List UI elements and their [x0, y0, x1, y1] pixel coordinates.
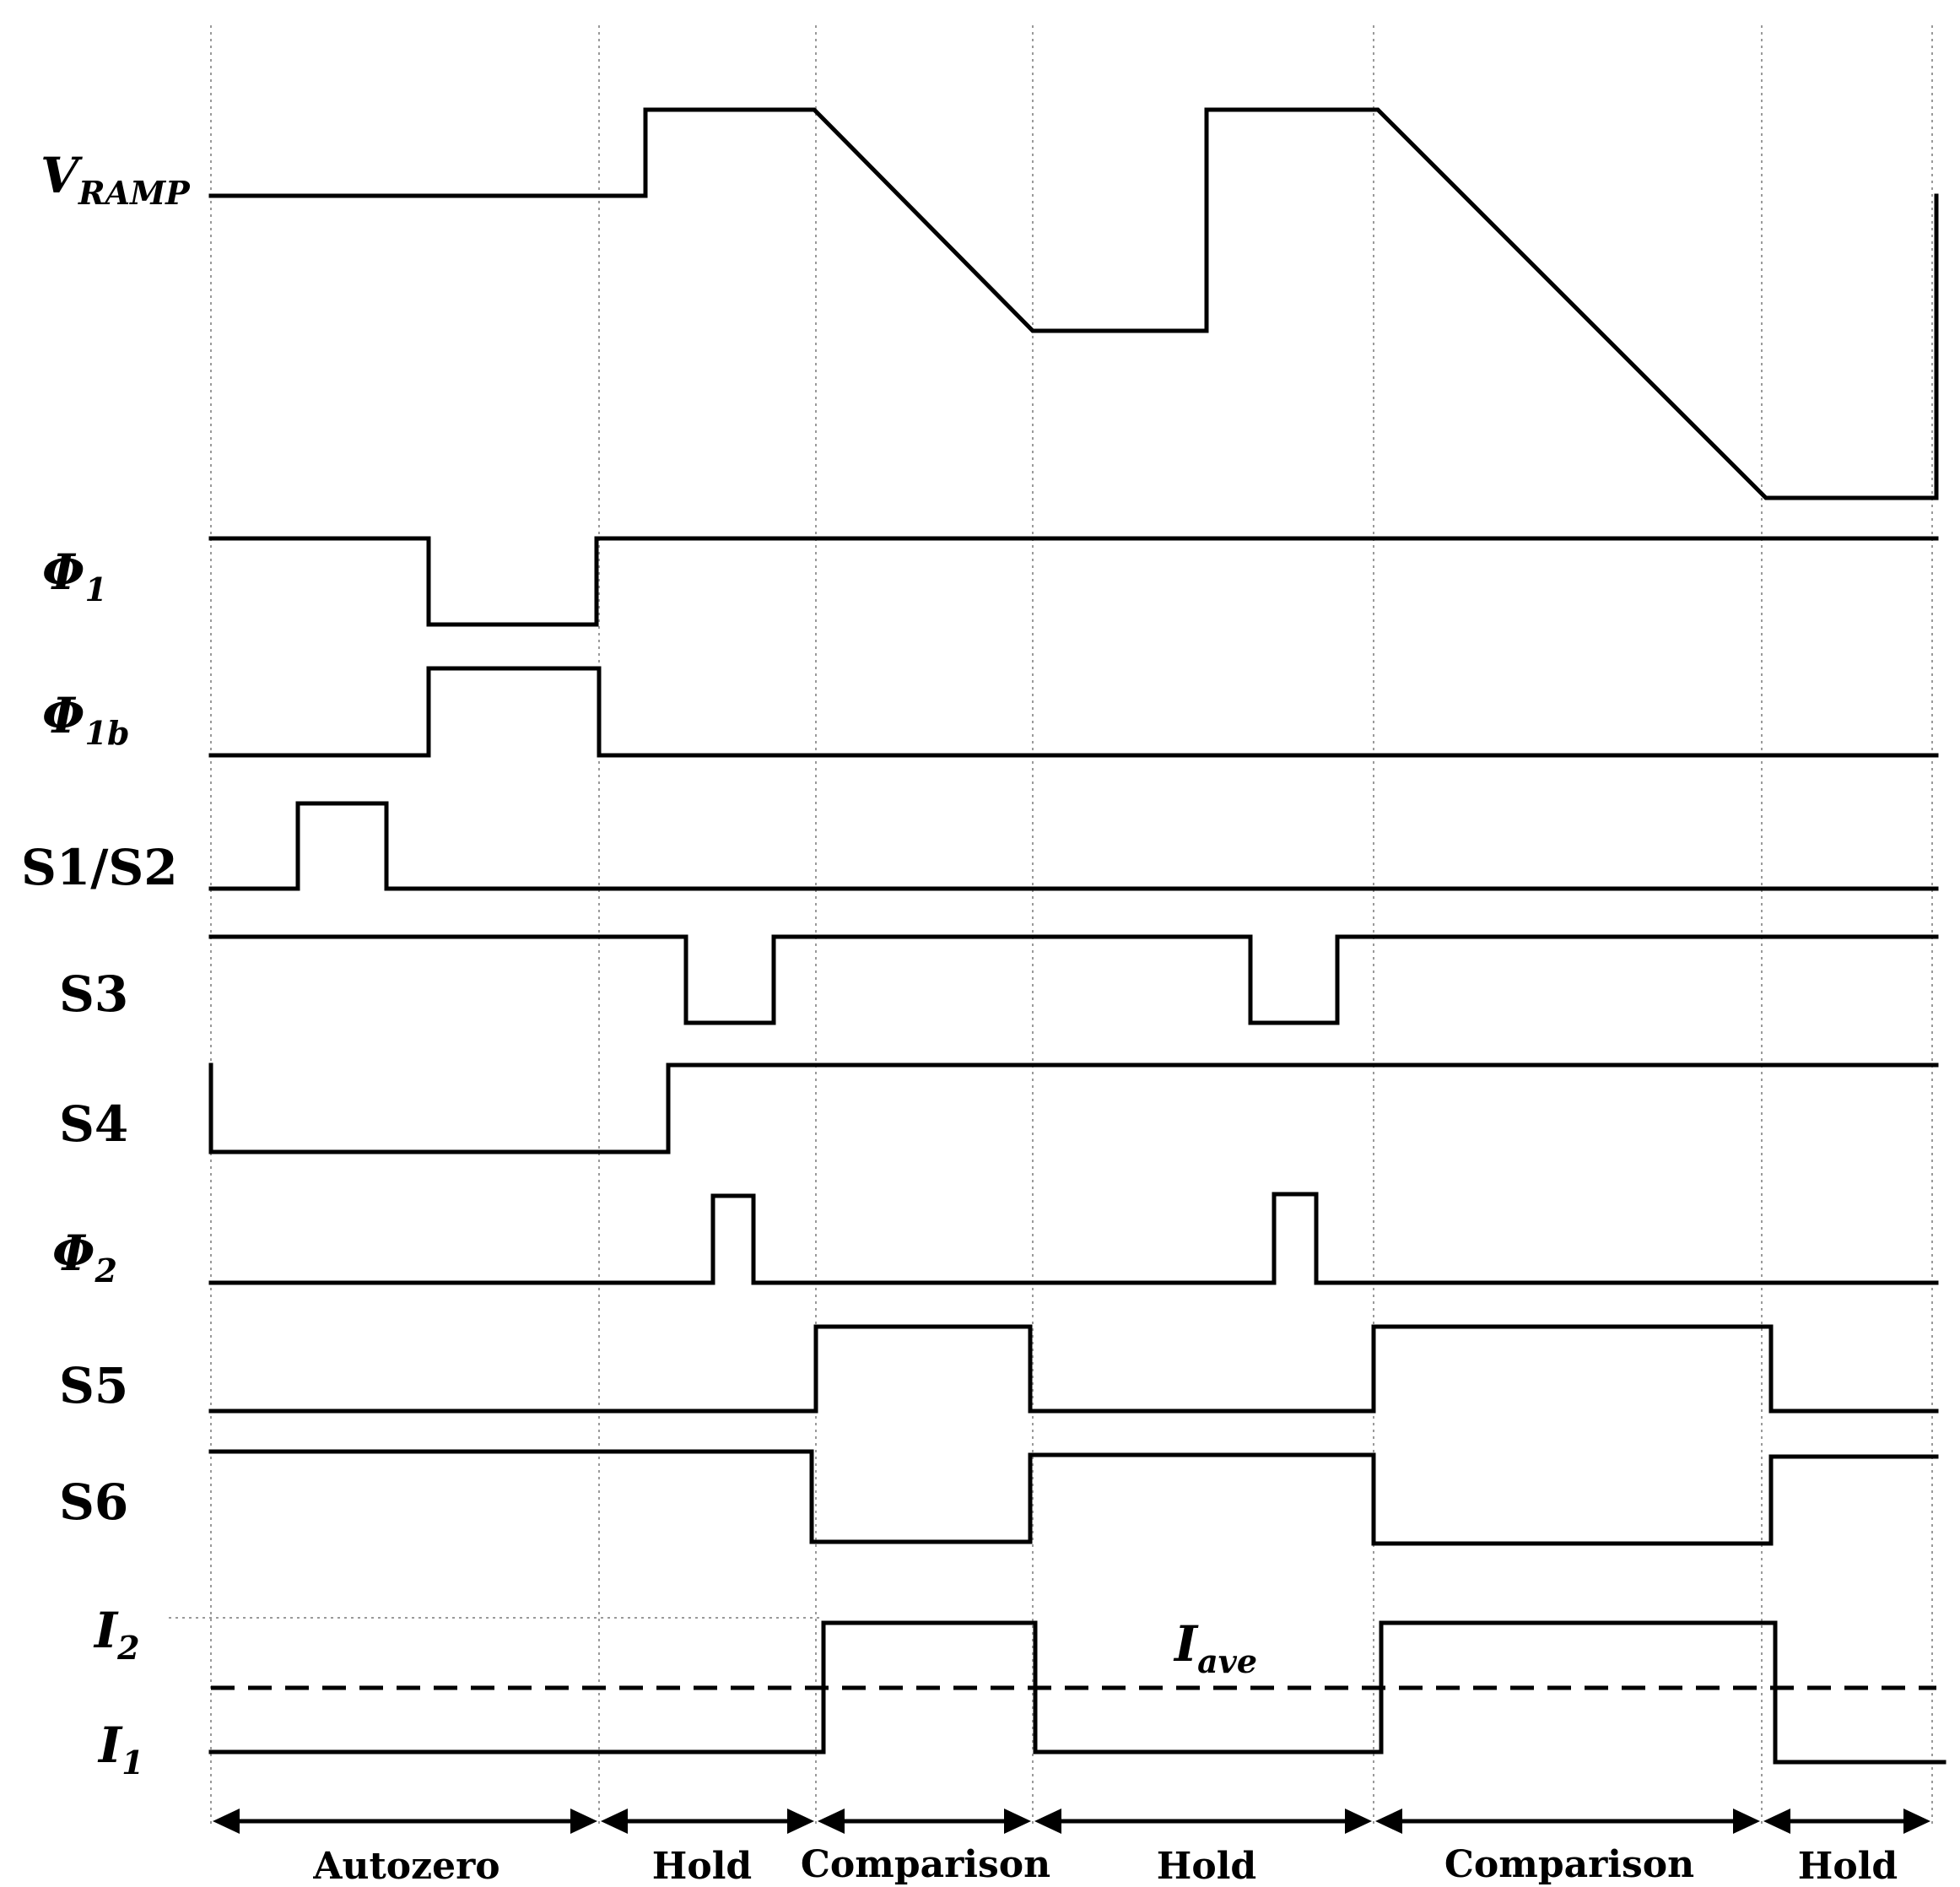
phase-label-hold-1: Hold — [652, 1845, 752, 1887]
waveform-s1s2 — [208, 801, 1939, 891]
label-i2: I2 — [93, 1602, 140, 1667]
phase-label-comparison-2: Comparison — [1444, 1843, 1694, 1886]
phase-label-hold-2: Hold — [1157, 1845, 1256, 1887]
phase-arrow-hold-3 — [1763, 1809, 1930, 1834]
label-vramp: VRAMP — [40, 147, 191, 212]
label-s5: S5 — [59, 1357, 128, 1414]
waveform-vramp — [208, 107, 1939, 500]
phase-arrows — [213, 1809, 1930, 1834]
phase-gridlines — [169, 25, 1933, 1827]
phase-label-autozero: Autozero — [312, 1845, 499, 1887]
phase-label-hold-3: Hold — [1798, 1845, 1898, 1887]
label-s4: S4 — [59, 1095, 128, 1153]
waveform-s5 — [208, 1324, 1939, 1414]
waveforms — [208, 107, 1947, 1765]
label-phi1: Φ1 — [42, 543, 107, 608]
label-phi1b: Φ1b — [42, 687, 130, 752]
waveform-current — [208, 1620, 1947, 1765]
phase-labels: Autozero Hold Comparison Hold Comparison… — [312, 1843, 1898, 1887]
label-s6: S6 — [59, 1473, 128, 1531]
label-iave: Iave — [1173, 1615, 1257, 1680]
label-phi2: Φ2 — [52, 1225, 117, 1290]
label-s3: S3 — [59, 965, 128, 1023]
waveform-s4 — [208, 1062, 1939, 1154]
waveform-s3 — [208, 934, 1939, 1025]
waveform-phi1b — [208, 666, 1939, 758]
phase-arrow-hold-1 — [601, 1809, 814, 1834]
phase-label-comparison-1: Comparison — [801, 1843, 1050, 1886]
label-i1: I1 — [97, 1717, 144, 1782]
phase-arrow-autozero — [213, 1809, 597, 1834]
phase-arrow-comparison-1 — [818, 1809, 1031, 1834]
phase-arrow-hold-2 — [1034, 1809, 1372, 1834]
waveform-phi2 — [208, 1192, 1939, 1285]
phase-arrow-comparison-2 — [1375, 1809, 1760, 1834]
waveform-phi1 — [208, 536, 1939, 627]
waveform-s6 — [208, 1449, 1939, 1546]
signal-labels: VRAMP Φ1 Φ1b S1/S2 S3 S4 Φ2 S5 S6 I2 I1 … — [21, 147, 1257, 1782]
label-s1s2: S1/S2 — [21, 839, 178, 896]
